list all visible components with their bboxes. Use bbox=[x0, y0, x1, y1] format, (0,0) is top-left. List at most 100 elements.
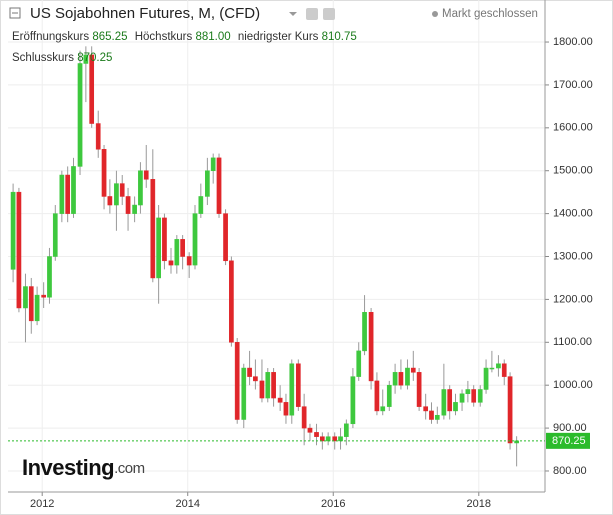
candle-body bbox=[350, 376, 356, 425]
candle-body bbox=[119, 183, 125, 197]
candle-body bbox=[168, 260, 174, 266]
candle-body bbox=[489, 367, 495, 370]
y-tick-label: 1400.00 bbox=[553, 208, 593, 220]
y-tick-label: 800.00 bbox=[553, 465, 587, 477]
candle-body bbox=[289, 363, 295, 416]
candle-body bbox=[180, 239, 185, 257]
candle-body bbox=[429, 410, 434, 420]
candle-body bbox=[52, 213, 58, 257]
candle-body bbox=[59, 174, 65, 214]
candle-body bbox=[71, 166, 76, 214]
candle-body bbox=[416, 372, 422, 407]
candle-body bbox=[47, 256, 52, 298]
x-tick-label: 2014 bbox=[175, 498, 199, 510]
y-tick-label: 1100.00 bbox=[553, 336, 592, 348]
candle-body bbox=[229, 260, 234, 343]
candle-body bbox=[277, 397, 283, 403]
info-value: 881.00 bbox=[195, 31, 230, 43]
plot-area: 800.00 900.00 1000.00 1100.00 1200.00 1300.00… bbox=[8, 0, 593, 510]
info-value: 870.25 bbox=[77, 52, 112, 64]
last-price-box bbox=[546, 432, 590, 449]
candle-body bbox=[295, 363, 301, 407]
candle-body bbox=[405, 367, 410, 386]
candle-body bbox=[253, 376, 258, 382]
candle-body bbox=[423, 406, 429, 412]
candle-body bbox=[319, 436, 325, 442]
market-status: Markt geschlossen bbox=[442, 8, 538, 20]
settings-icon[interactable] bbox=[323, 8, 335, 20]
candle-body bbox=[23, 286, 28, 309]
candle-body bbox=[156, 217, 161, 279]
candle-body bbox=[241, 367, 247, 420]
x-tick-label: 2018 bbox=[467, 498, 491, 510]
candle-body bbox=[83, 54, 89, 64]
y-tick-label: 1600.00 bbox=[553, 122, 593, 134]
candle-body bbox=[338, 436, 343, 442]
y-tick-label: 1700.00 bbox=[553, 79, 593, 91]
candle-body bbox=[89, 54, 95, 124]
candle-body bbox=[283, 402, 289, 416]
candle-body bbox=[125, 196, 131, 214]
candle-body bbox=[465, 389, 471, 395]
candle-body bbox=[501, 363, 507, 377]
candle-body bbox=[41, 294, 47, 298]
candle-body bbox=[496, 363, 501, 369]
candle-body bbox=[192, 213, 198, 266]
candle-body bbox=[174, 239, 180, 266]
close-info: Schlusskurs 870.25 bbox=[12, 52, 112, 64]
candle-body bbox=[114, 183, 119, 206]
y-tick-label: 1200.00 bbox=[553, 293, 593, 305]
y-tick-label: 1000.00 bbox=[553, 379, 593, 391]
candle-body bbox=[374, 380, 380, 412]
candle-body bbox=[10, 191, 16, 270]
candle-body bbox=[380, 406, 386, 412]
candle-body bbox=[392, 372, 398, 386]
candle-body bbox=[271, 372, 276, 399]
candle-body bbox=[138, 170, 143, 206]
candle-body bbox=[441, 389, 447, 416]
y-tick-label: 1300.00 bbox=[553, 250, 593, 262]
candle-body bbox=[459, 393, 465, 403]
candle-body bbox=[259, 380, 265, 399]
candle-body bbox=[101, 149, 107, 197]
candle-body bbox=[143, 170, 149, 180]
candle-body bbox=[301, 406, 307, 429]
candle-body bbox=[483, 367, 489, 390]
dropdown-icon[interactable] bbox=[289, 12, 297, 16]
eye-icon[interactable] bbox=[306, 8, 318, 20]
candle-body bbox=[356, 350, 362, 377]
logo-main: Investing bbox=[22, 455, 114, 480]
y-tick-label: 900.00 bbox=[553, 422, 587, 434]
candle-body bbox=[186, 256, 192, 266]
candle-body bbox=[447, 389, 453, 412]
candle-body bbox=[28, 286, 34, 322]
candle-body bbox=[247, 367, 252, 377]
candle-body bbox=[95, 123, 101, 150]
candle-body bbox=[223, 213, 228, 262]
info-label: Höchstkurs bbox=[135, 31, 193, 43]
candle-body bbox=[434, 414, 440, 420]
candle-body bbox=[234, 342, 240, 420]
chart-title: US Sojabohnen Futures, M, (CFD) bbox=[30, 5, 260, 22]
candle-body bbox=[65, 174, 71, 214]
collapse-icon[interactable] bbox=[9, 7, 21, 19]
candle-body bbox=[507, 376, 513, 444]
candle-body bbox=[398, 372, 404, 386]
info-value: 810.75 bbox=[322, 31, 357, 43]
status-dot bbox=[432, 11, 438, 17]
candle-body bbox=[198, 196, 204, 214]
candle-body bbox=[77, 63, 83, 167]
candle-body bbox=[314, 432, 319, 437]
logo: Investing.com bbox=[22, 455, 145, 480]
last-price-label: 870.25 bbox=[552, 435, 586, 447]
x-tick-label: 2016 bbox=[321, 498, 345, 510]
candle-body bbox=[471, 389, 477, 403]
candle-body bbox=[410, 367, 416, 373]
candle-body bbox=[107, 196, 113, 206]
candle-body bbox=[362, 312, 367, 352]
info-label: Eröffnungskurs bbox=[12, 31, 89, 43]
info-value: 865.25 bbox=[92, 31, 127, 43]
candle-body bbox=[368, 312, 374, 382]
candle-body bbox=[344, 423, 349, 437]
